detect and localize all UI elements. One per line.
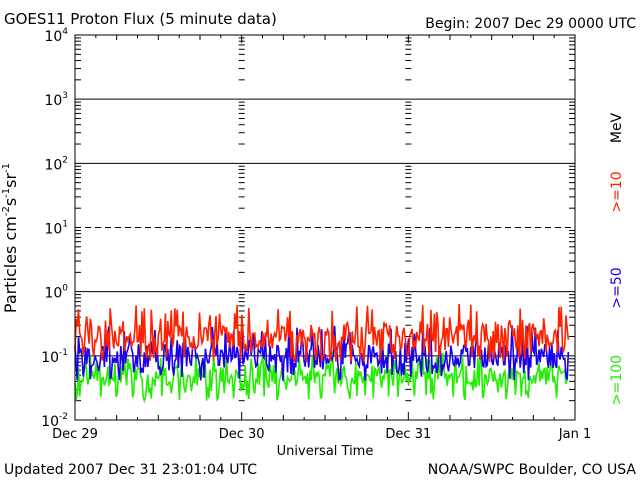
begin-time: Begin: 2007 Dec 29 0000 UTC [425, 16, 636, 32]
y-tick-label-1e0: 100 [44, 284, 68, 302]
y-tick-label-1e2: 102 [44, 155, 68, 173]
x-tick-labels: Dec 29 Dec 30 Dec 31 Jan 1 [52, 427, 591, 442]
legend-unit: MeV [609, 112, 625, 143]
series-line-ge100 [74, 350, 570, 404]
legend-ge100: >=100 [609, 355, 625, 405]
series-line-ge10 [74, 303, 570, 363]
legend-ge10: >=10 [609, 171, 625, 212]
series-lines [74, 303, 570, 404]
x-tick-label: Dec 29 [52, 427, 98, 442]
x-tick-label: Dec 30 [219, 427, 265, 442]
y-tick-label-1e3: 103 [44, 91, 68, 109]
grid [74, 35, 576, 420]
x-tick-label: Dec 31 [385, 427, 431, 442]
plot-frame [74, 34, 576, 421]
y-axis-label: Particles cm-2s-1sr-1 [1, 163, 20, 313]
credit: NOAA/SWPC Boulder, CO USA [428, 462, 637, 478]
y-tick-label-1e-2: 10-2 [41, 412, 68, 430]
y-tick-label-1e1: 101 [44, 220, 68, 238]
x-axis-label: Universal Time [277, 444, 374, 459]
chart-title: GOES11 Proton Flux (5 minute data) [4, 10, 277, 28]
legend-ge50: >=50 [609, 267, 625, 308]
updated-time: Updated 2007 Dec 31 23:01:04 UTC [4, 462, 257, 478]
y-tick-labels: 10-2 10-1 100 101 102 103 104 [41, 27, 68, 430]
y-tick-label-1e-1: 10-1 [41, 348, 68, 366]
x-tick-label: Jan 1 [558, 427, 591, 442]
y-tick-label-1e4: 104 [44, 27, 68, 45]
